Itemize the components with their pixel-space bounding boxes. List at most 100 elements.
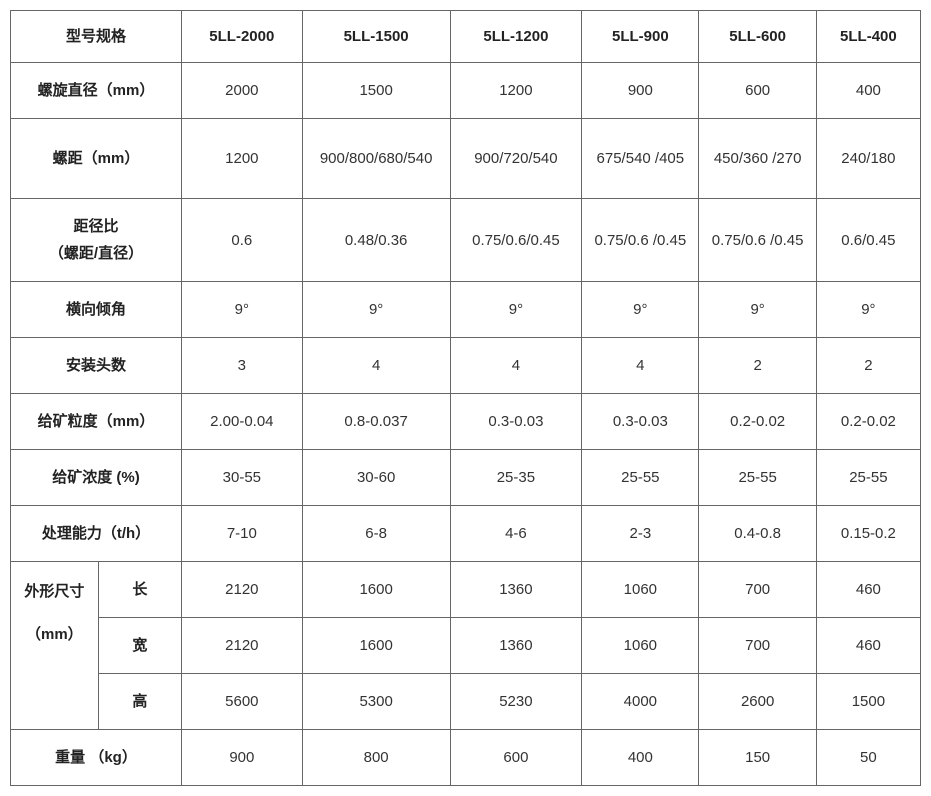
cell-heads-1: 4 bbox=[302, 338, 450, 394]
label-dimensions-line2: （mm） bbox=[15, 621, 94, 648]
cell-pitch-2: 900/720/540 bbox=[450, 119, 582, 199]
label-pitch: 螺距（mm） bbox=[11, 119, 182, 199]
row-spiral-diameter: 螺旋直径（mm） 2000 1500 1200 900 600 400 bbox=[11, 63, 921, 119]
table-header-row: 型号规格 5LL-2000 5LL-1500 5LL-1200 5LL-900 … bbox=[11, 11, 921, 63]
label-weight: 重量 （kg） bbox=[11, 730, 182, 786]
cell-heads-3: 4 bbox=[582, 338, 699, 394]
cell-dim-height-3: 4000 bbox=[582, 674, 699, 730]
cell-dim-length-5: 460 bbox=[816, 562, 920, 618]
label-ratio: 距径比 （螺距/直径） bbox=[11, 199, 182, 282]
cell-dim-width-3: 1060 bbox=[582, 618, 699, 674]
cell-weight-2: 600 bbox=[450, 730, 582, 786]
label-feed-density: 给矿浓度 (%) bbox=[11, 450, 182, 506]
header-model-0: 5LL-2000 bbox=[182, 11, 303, 63]
cell-ratio-1: 0.48/0.36 bbox=[302, 199, 450, 282]
label-feed-size: 给矿粒度（mm） bbox=[11, 394, 182, 450]
cell-lateral-angle-5: 9° bbox=[816, 282, 920, 338]
cell-dim-length-3: 1060 bbox=[582, 562, 699, 618]
cell-dim-width-2: 1360 bbox=[450, 618, 582, 674]
cell-dim-width-5: 460 bbox=[816, 618, 920, 674]
label-capacity: 处理能力（t/h） bbox=[11, 506, 182, 562]
cell-dim-height-0: 5600 bbox=[182, 674, 303, 730]
header-model-1: 5LL-1500 bbox=[302, 11, 450, 63]
label-heads: 安装头数 bbox=[11, 338, 182, 394]
cell-dim-length-1: 1600 bbox=[302, 562, 450, 618]
row-dim-height: 高 5600 5300 5230 4000 2600 1500 bbox=[11, 674, 921, 730]
cell-pitch-3: 675/540 /405 bbox=[582, 119, 699, 199]
cell-weight-0: 900 bbox=[182, 730, 303, 786]
label-dim-width: 宽 bbox=[98, 618, 181, 674]
cell-ratio-2: 0.75/0.6/0.45 bbox=[450, 199, 582, 282]
row-lateral-angle: 横向倾角 9° 9° 9° 9° 9° 9° bbox=[11, 282, 921, 338]
row-capacity: 处理能力（t/h） 7-10 6-8 4-6 2-3 0.4-0.8 0.15-… bbox=[11, 506, 921, 562]
cell-heads-4: 2 bbox=[699, 338, 816, 394]
cell-ratio-3: 0.75/0.6 /0.45 bbox=[582, 199, 699, 282]
cell-lateral-angle-4: 9° bbox=[699, 282, 816, 338]
cell-lateral-angle-3: 9° bbox=[582, 282, 699, 338]
cell-feed-size-4: 0.2-0.02 bbox=[699, 394, 816, 450]
cell-pitch-0: 1200 bbox=[182, 119, 303, 199]
header-model-5: 5LL-400 bbox=[816, 11, 920, 63]
header-spec-label: 型号规格 bbox=[11, 11, 182, 63]
cell-feed-size-1: 0.8-0.037 bbox=[302, 394, 450, 450]
row-feed-size: 给矿粒度（mm） 2.00-0.04 0.8-0.037 0.3-0.03 0.… bbox=[11, 394, 921, 450]
cell-weight-1: 800 bbox=[302, 730, 450, 786]
cell-capacity-0: 7-10 bbox=[182, 506, 303, 562]
cell-pitch-4: 450/360 /270 bbox=[699, 119, 816, 199]
header-model-3: 5LL-900 bbox=[582, 11, 699, 63]
label-spiral-diameter: 螺旋直径（mm） bbox=[11, 63, 182, 119]
label-dimensions-line1: 外形尺寸 bbox=[15, 578, 94, 605]
cell-ratio-0: 0.6 bbox=[182, 199, 303, 282]
row-heads: 安装头数 3 4 4 4 2 2 bbox=[11, 338, 921, 394]
cell-capacity-2: 4-6 bbox=[450, 506, 582, 562]
cell-dim-height-5: 1500 bbox=[816, 674, 920, 730]
cell-dim-width-0: 2120 bbox=[182, 618, 303, 674]
cell-feed-density-4: 25-55 bbox=[699, 450, 816, 506]
cell-weight-5: 50 bbox=[816, 730, 920, 786]
cell-capacity-3: 2-3 bbox=[582, 506, 699, 562]
cell-lateral-angle-0: 9° bbox=[182, 282, 303, 338]
cell-dim-length-2: 1360 bbox=[450, 562, 582, 618]
row-feed-density: 给矿浓度 (%) 30-55 30-60 25-35 25-55 25-55 2… bbox=[11, 450, 921, 506]
cell-dim-length-0: 2120 bbox=[182, 562, 303, 618]
cell-dim-length-4: 700 bbox=[699, 562, 816, 618]
cell-feed-size-2: 0.3-0.03 bbox=[450, 394, 582, 450]
cell-feed-density-5: 25-55 bbox=[816, 450, 920, 506]
row-dim-width: 宽 2120 1600 1360 1060 700 460 bbox=[11, 618, 921, 674]
cell-spiral-diameter-2: 1200 bbox=[450, 63, 582, 119]
row-pitch: 螺距（mm） 1200 900/800/680/540 900/720/540 … bbox=[11, 119, 921, 199]
cell-heads-5: 2 bbox=[816, 338, 920, 394]
cell-feed-size-0: 2.00-0.04 bbox=[182, 394, 303, 450]
cell-ratio-5: 0.6/0.45 bbox=[816, 199, 920, 282]
cell-weight-3: 400 bbox=[582, 730, 699, 786]
cell-spiral-diameter-5: 400 bbox=[816, 63, 920, 119]
label-dim-length: 长 bbox=[98, 562, 181, 618]
cell-pitch-1: 900/800/680/540 bbox=[302, 119, 450, 199]
cell-spiral-diameter-3: 900 bbox=[582, 63, 699, 119]
cell-heads-2: 4 bbox=[450, 338, 582, 394]
cell-capacity-1: 6-8 bbox=[302, 506, 450, 562]
header-model-2: 5LL-1200 bbox=[450, 11, 582, 63]
cell-weight-4: 150 bbox=[699, 730, 816, 786]
cell-feed-density-1: 30-60 bbox=[302, 450, 450, 506]
cell-dim-height-1: 5300 bbox=[302, 674, 450, 730]
cell-capacity-4: 0.4-0.8 bbox=[699, 506, 816, 562]
row-weight: 重量 （kg） 900 800 600 400 150 50 bbox=[11, 730, 921, 786]
cell-dim-width-1: 1600 bbox=[302, 618, 450, 674]
cell-spiral-diameter-1: 1500 bbox=[302, 63, 450, 119]
cell-pitch-5: 240/180 bbox=[816, 119, 920, 199]
label-dimensions: 外形尺寸 （mm） bbox=[11, 562, 99, 730]
cell-feed-size-3: 0.3-0.03 bbox=[582, 394, 699, 450]
cell-feed-density-2: 25-35 bbox=[450, 450, 582, 506]
cell-lateral-angle-2: 9° bbox=[450, 282, 582, 338]
row-ratio: 距径比 （螺距/直径） 0.6 0.48/0.36 0.75/0.6/0.45 … bbox=[11, 199, 921, 282]
cell-capacity-5: 0.15-0.2 bbox=[816, 506, 920, 562]
cell-dim-width-4: 700 bbox=[699, 618, 816, 674]
cell-ratio-4: 0.75/0.6 /0.45 bbox=[699, 199, 816, 282]
label-ratio-line1: 距径比 bbox=[15, 213, 177, 240]
spec-table: 型号规格 5LL-2000 5LL-1500 5LL-1200 5LL-900 … bbox=[10, 10, 921, 786]
label-lateral-angle: 横向倾角 bbox=[11, 282, 182, 338]
cell-feed-density-0: 30-55 bbox=[182, 450, 303, 506]
cell-spiral-diameter-4: 600 bbox=[699, 63, 816, 119]
label-dim-height: 高 bbox=[98, 674, 181, 730]
